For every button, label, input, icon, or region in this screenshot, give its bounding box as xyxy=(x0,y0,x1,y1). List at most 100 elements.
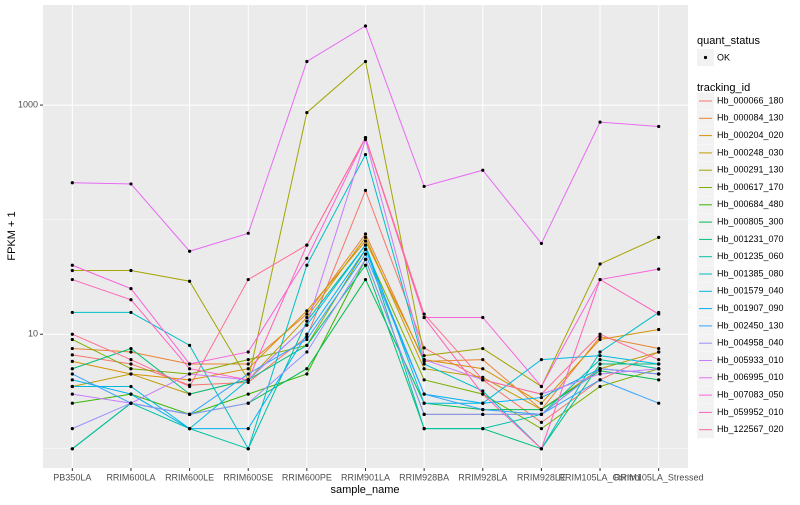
data-point xyxy=(70,310,74,315)
data-point xyxy=(363,152,368,157)
data-point xyxy=(598,384,602,389)
data-point xyxy=(363,24,368,28)
data-point xyxy=(598,362,602,366)
data-point xyxy=(129,287,133,291)
data-point xyxy=(657,367,661,371)
legend-label: Hb_001579_040 xyxy=(717,286,784,296)
data-point xyxy=(70,353,74,357)
data-point xyxy=(305,335,309,339)
data-point xyxy=(481,358,485,362)
data-point xyxy=(481,392,485,396)
x-tick-label: PB350LA xyxy=(53,472,91,482)
data-point xyxy=(539,427,544,431)
data-point xyxy=(129,362,133,366)
data-point xyxy=(246,362,250,366)
data-point xyxy=(539,420,544,425)
data-point xyxy=(70,427,74,431)
data-point xyxy=(305,59,309,64)
data-point xyxy=(598,350,602,354)
data-point xyxy=(539,392,544,396)
data-point xyxy=(305,337,309,342)
legend-label: OK xyxy=(717,52,730,62)
x-tick-label: RRIM105LA_Control xyxy=(559,472,642,482)
data-point xyxy=(539,412,544,416)
data-point xyxy=(363,235,368,239)
data-point xyxy=(598,358,602,362)
data-point xyxy=(129,367,133,371)
data-point xyxy=(187,412,192,416)
data-point xyxy=(598,337,602,342)
data-point xyxy=(363,188,368,192)
legend-label: Hb_000248_030 xyxy=(717,147,784,157)
data-point xyxy=(305,110,309,115)
x-tick-label: RRIM600LE xyxy=(165,472,214,482)
data-point xyxy=(422,184,426,189)
data-point xyxy=(481,168,485,172)
data-point xyxy=(363,232,368,236)
data-point xyxy=(363,59,368,64)
data-point xyxy=(539,395,544,400)
data-point xyxy=(129,350,133,354)
data-point xyxy=(481,375,485,379)
data-point xyxy=(305,256,309,260)
data-point xyxy=(70,346,74,351)
legend-label: Hb_059952_010 xyxy=(717,407,784,417)
data-point xyxy=(657,372,661,376)
data-point xyxy=(598,120,602,124)
legend-label: Hb_001907_090 xyxy=(717,303,784,313)
data-point xyxy=(70,401,74,405)
data-point xyxy=(422,367,426,371)
data-point xyxy=(70,263,74,267)
data-point xyxy=(657,378,661,382)
data-point xyxy=(70,277,74,282)
data-point xyxy=(70,181,74,185)
data-point xyxy=(422,362,426,366)
legend-label: Hb_000066_180 xyxy=(717,95,784,105)
data-point xyxy=(539,384,544,389)
data-point xyxy=(598,332,602,336)
data-point xyxy=(657,358,661,362)
data-point xyxy=(305,367,309,371)
data-point xyxy=(305,312,309,316)
data-point xyxy=(246,427,250,431)
legend-label: Hb_004958_040 xyxy=(717,338,784,348)
data-point xyxy=(70,372,74,376)
data-point xyxy=(598,277,602,282)
x-axis-title: sample_name xyxy=(330,484,399,496)
data-point xyxy=(187,362,192,366)
data-point xyxy=(129,392,133,396)
data-point xyxy=(246,367,250,371)
data-point xyxy=(481,427,485,431)
data-point xyxy=(246,447,250,451)
data-point xyxy=(305,343,309,347)
data-point xyxy=(481,367,485,371)
data-point xyxy=(70,384,74,389)
legend-label: Hb_000084_130 xyxy=(717,113,784,123)
data-point xyxy=(129,268,133,273)
data-point xyxy=(129,298,133,302)
data-point xyxy=(246,372,250,376)
data-point xyxy=(422,427,426,431)
data-point xyxy=(481,315,485,320)
data-point xyxy=(129,346,133,351)
data-point xyxy=(305,372,309,376)
legend-label: Hb_000291_130 xyxy=(717,165,784,175)
legend-point xyxy=(703,55,708,60)
y-tick-label: 1000 xyxy=(18,99,38,109)
x-tick-label: RRIM105LA_Stressed xyxy=(614,472,704,482)
x-tick-label: RRIM901LA xyxy=(341,472,390,482)
data-point xyxy=(657,312,661,316)
data-point xyxy=(598,262,602,266)
data-point xyxy=(129,384,133,389)
y-axis-title: FPKM + 1 xyxy=(6,211,18,260)
data-point xyxy=(657,124,661,129)
data-point xyxy=(305,350,309,354)
data-point xyxy=(481,412,485,416)
legend-label: Hb_122567_020 xyxy=(717,424,784,434)
data-point xyxy=(598,378,602,382)
data-point xyxy=(187,392,192,396)
data-point xyxy=(187,279,192,283)
y-tick-label: 10 xyxy=(28,329,38,339)
legend-title: quant_status xyxy=(697,35,760,47)
data-point xyxy=(657,401,661,405)
